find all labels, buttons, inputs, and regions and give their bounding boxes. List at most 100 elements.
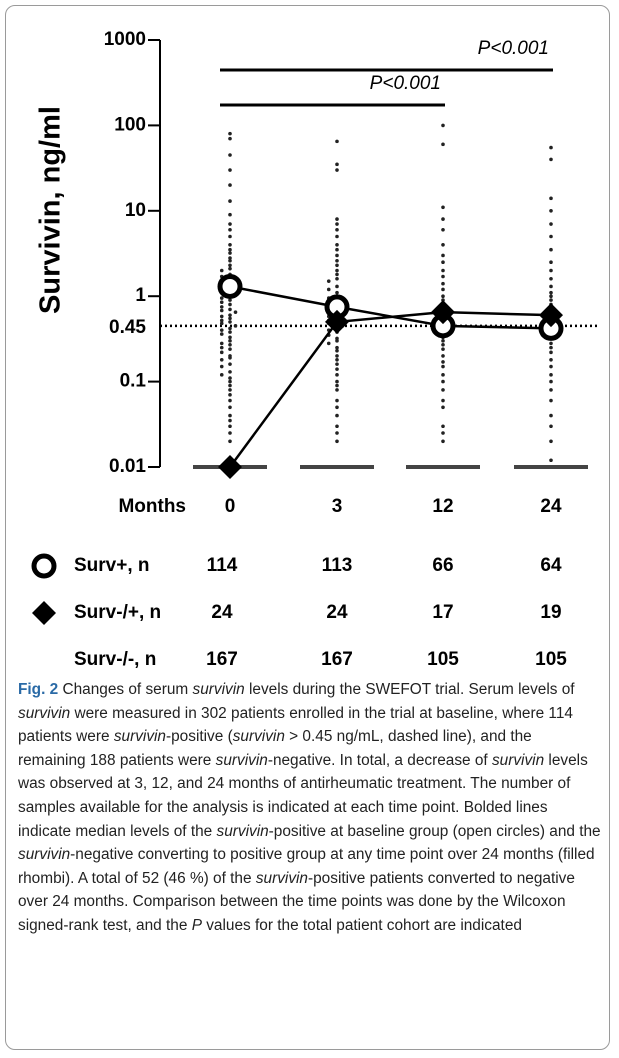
y-tick-label: 1 [135, 285, 146, 306]
data-dot [441, 431, 445, 435]
data-dot [219, 268, 224, 273]
caption-text: were measured in 302 patients enrolled i… [18, 704, 573, 746]
data-dot [228, 320, 232, 324]
data-dot [228, 379, 232, 384]
row-value: 64 [540, 555, 562, 576]
data-dot [441, 379, 445, 384]
data-dot [228, 298, 232, 302]
data-dot [335, 258, 339, 263]
data-dot [228, 376, 232, 380]
caption-label: Fig. 2 [18, 681, 59, 698]
data-dot [549, 196, 553, 201]
data-dot [549, 222, 553, 226]
data-dot [335, 284, 339, 289]
data-dot [228, 355, 232, 360]
data-dot [228, 266, 232, 271]
data-dot [335, 398, 339, 403]
data-dot [228, 316, 232, 321]
data-dot [335, 234, 339, 239]
row-value: 24 [326, 602, 348, 623]
data-dot [228, 307, 232, 312]
caption: Fig. 2 Changes of serum survivin levels … [18, 678, 603, 938]
caption-text: Changes of serum [58, 681, 193, 698]
data-dot [335, 439, 339, 444]
data-dot [228, 168, 232, 172]
median-marker [217, 273, 243, 299]
data-dot [228, 424, 232, 429]
data-dot [228, 313, 232, 317]
median-marker [431, 300, 455, 325]
data-dot [335, 253, 339, 258]
data-dot [335, 405, 339, 410]
row-value: 24 [211, 602, 233, 623]
data-dot [228, 153, 232, 157]
data-dot [549, 294, 553, 299]
data-dot [228, 256, 232, 260]
data-dot [228, 398, 232, 403]
data-dot [335, 272, 339, 277]
data-dot [228, 326, 232, 331]
significance-label: P<0.001 [370, 73, 441, 94]
data-dot [326, 279, 331, 283]
row-value: 167 [321, 649, 353, 670]
data-dot [441, 424, 445, 429]
data-dot [228, 339, 232, 343]
legend-marker [32, 601, 56, 625]
caption-text: -positive at baseline group (open circle… [268, 822, 601, 840]
data-dot [228, 263, 232, 268]
data-dot [549, 413, 553, 418]
data-dot [335, 168, 339, 172]
data-dot [335, 354, 339, 358]
data-dot [228, 330, 232, 334]
row-label: Surv+, n [74, 555, 150, 576]
caption-text: levels during the SWEFOT trial. Serum le… [244, 681, 575, 698]
data-dot [441, 439, 445, 444]
x-tick-label: 3 [332, 496, 343, 517]
y-tick-label: 10 [125, 200, 146, 221]
figure-frame [5, 5, 610, 1050]
data-dot [219, 308, 224, 313]
median-marker [539, 303, 563, 328]
data-dot [335, 263, 339, 268]
data-dot [219, 364, 224, 369]
data-dot [441, 274, 445, 279]
row-value: 105 [427, 649, 459, 670]
data-dot [549, 145, 553, 150]
data-dot [335, 276, 339, 281]
data-dot [326, 287, 331, 292]
data-dot [549, 157, 553, 162]
data-dot [228, 342, 232, 347]
data-dot [335, 357, 339, 362]
median-marker [325, 309, 349, 334]
row-value: 105 [535, 649, 567, 670]
data-dot [228, 227, 232, 232]
data-dot [549, 284, 553, 289]
caption-text: survivin [491, 751, 545, 769]
data-dot [335, 345, 339, 350]
data-dot [228, 212, 232, 217]
data-dot [219, 373, 224, 377]
data-dot [219, 357, 224, 362]
data-dot [441, 242, 445, 247]
legend-marker [31, 553, 57, 579]
caption-text: -negative. In total, a decrease of [267, 751, 492, 769]
row-value: 167 [206, 649, 238, 670]
data-dot [219, 296, 224, 300]
data-dot [228, 388, 232, 392]
caption-text: survivin [192, 681, 245, 698]
data-dot [219, 318, 224, 323]
data-dot [441, 405, 445, 410]
data-dot [228, 251, 232, 255]
data-dot [549, 298, 553, 302]
caption-text: survivin [215, 751, 268, 769]
row-value: 114 [207, 555, 238, 576]
data-dot [335, 162, 339, 167]
x-tick-label: 0 [225, 496, 236, 517]
row-value: 66 [432, 555, 453, 576]
data-dot [228, 383, 232, 388]
data-dot [335, 383, 339, 388]
data-dot [441, 253, 445, 258]
caption-text: > 0.45 ng/mL, dashed line), and the rema… [18, 728, 532, 769]
data-dot [441, 298, 445, 302]
data-dot [335, 290, 339, 295]
